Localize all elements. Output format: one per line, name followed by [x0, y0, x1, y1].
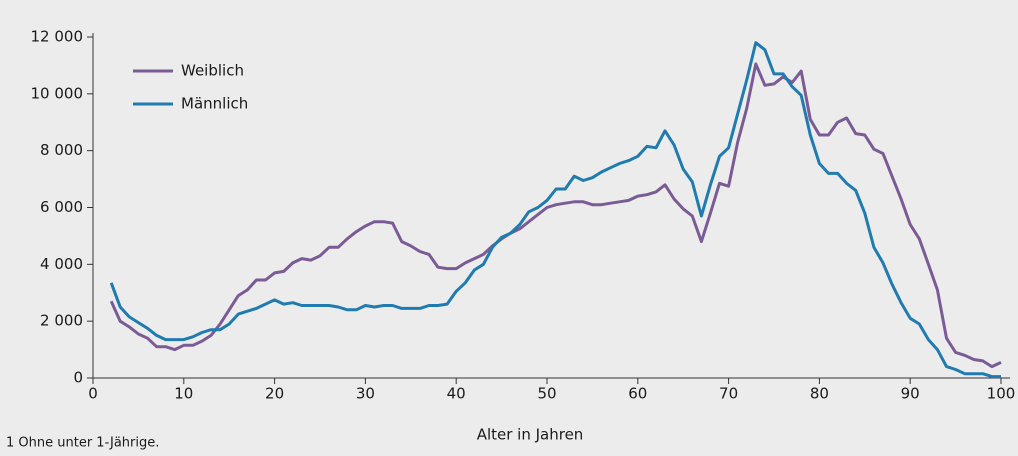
x-tick-label: 0 [88, 385, 98, 403]
x-tick-label: 60 [628, 385, 647, 403]
footnote: 1 Ohne unter 1-Jährige. [6, 436, 159, 451]
legend-label: Männlich [181, 95, 248, 113]
y-tick-label: 10 000 [31, 84, 84, 102]
x-tick-label: 100 [987, 385, 1016, 403]
x-tick-label: 10 [174, 385, 193, 403]
y-tick-label: 4 000 [40, 255, 83, 273]
line-series [109, 41, 1001, 379]
y-tick-label: 6 000 [40, 198, 83, 216]
y-tick-label: 0 [73, 369, 83, 387]
x-axis-label: Alter in Jahren [477, 426, 584, 444]
y-tick-label: 12 000 [31, 28, 84, 46]
legend-label: Weiblich [181, 62, 244, 80]
x-tick-label: 70 [719, 385, 738, 403]
y-tick-label: 8 000 [40, 141, 83, 159]
x-tick-label: 90 [901, 385, 920, 403]
line-series [109, 62, 1002, 369]
x-tick-label: 80 [810, 385, 829, 403]
x-tick-label: 20 [265, 385, 284, 403]
y-tick-label: 2 000 [40, 312, 83, 330]
x-tick-label: 30 [356, 385, 375, 403]
x-tick-label: 50 [537, 385, 556, 403]
x-tick-label: 40 [447, 385, 466, 403]
